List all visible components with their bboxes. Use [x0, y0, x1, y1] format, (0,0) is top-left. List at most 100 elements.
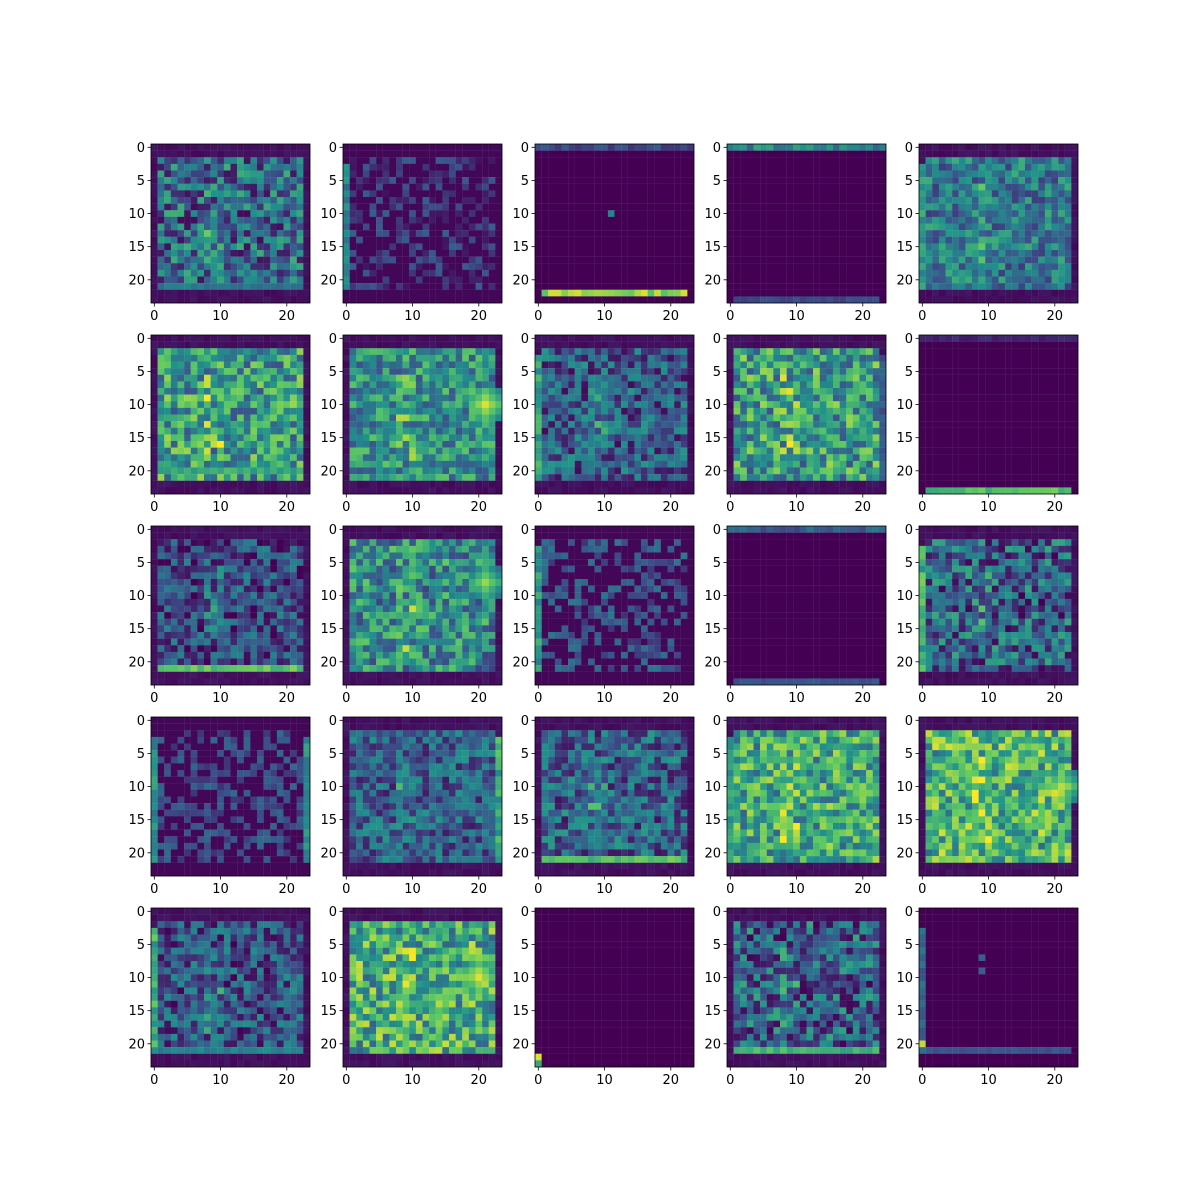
heatmap-cell [607, 157, 615, 165]
heatmap-cell [621, 454, 628, 462]
heatmap-cell [356, 203, 364, 211]
heatmap-cell [674, 454, 681, 462]
heatmap-cell [223, 454, 231, 462]
heatmap-cell [349, 487, 357, 495]
heatmap-cell [429, 361, 436, 369]
heatmap-cell [687, 230, 695, 237]
heatmap-cell [574, 394, 582, 402]
heatmap-cell [151, 388, 158, 395]
heatmap-cell [773, 236, 781, 244]
heatmap-cell [369, 210, 377, 218]
heatmap-cell [568, 467, 575, 475]
heatmap-cell [276, 361, 284, 369]
heatmap-cell [554, 144, 562, 151]
heatmap-cell [581, 216, 589, 224]
heatmap-cell [952, 177, 959, 184]
heatmap-cell [217, 263, 225, 271]
heatmap-cell [349, 335, 357, 342]
heatmap-cell [561, 467, 569, 475]
heatmap-cell [415, 190, 423, 198]
heatmap-cell [449, 197, 456, 204]
heatmap-cell [303, 361, 311, 369]
heatmap-cell [1011, 250, 1019, 257]
heatmap-cell [170, 341, 178, 349]
heatmap-cell [190, 454, 198, 462]
heatmap-cell [468, 441, 476, 448]
heatmap-cell [177, 150, 185, 158]
heatmap-cell [415, 381, 423, 389]
heatmap-cell [396, 203, 403, 211]
heatmap-cell [396, 197, 403, 204]
heatmap-cell [733, 388, 741, 395]
heatmap-cell [349, 401, 357, 409]
heatmap-cell [581, 144, 589, 151]
heatmap-cell [594, 460, 602, 468]
heatmap-cell [607, 144, 615, 151]
heatmap-cell [389, 144, 397, 151]
heatmap-cell [780, 223, 787, 231]
heatmap-cell [846, 374, 854, 382]
heatmap-cell [468, 374, 476, 382]
heatmap-cell [422, 183, 430, 191]
heatmap-cell [1051, 223, 1059, 231]
heatmap-cell [230, 421, 238, 428]
heatmap-cell [243, 348, 251, 356]
heatmap-cell [833, 236, 840, 244]
heatmap-cell [833, 368, 840, 375]
heatmap-cell [389, 374, 397, 382]
heatmap-cell [972, 144, 979, 151]
heatmap-cell [654, 269, 662, 277]
heatmap-cell [449, 250, 456, 257]
heatmap-cell [535, 216, 542, 224]
heatmap-cell [263, 487, 271, 495]
heatmap-cell [409, 230, 417, 237]
heatmap-cell [1064, 223, 1072, 231]
heatmap-cell [290, 361, 297, 369]
heatmap-cell [462, 480, 470, 488]
heatmap-cell [237, 460, 244, 468]
heatmap-cell [919, 230, 926, 237]
heatmap-cell [455, 388, 463, 395]
heatmap-cell [972, 256, 979, 264]
heatmap-cell [588, 269, 595, 277]
heatmap-cell [190, 460, 198, 468]
heatmap-cell [488, 289, 496, 297]
heatmap-cell [204, 177, 211, 184]
heatmap-cell [157, 388, 165, 395]
heatmap-cell [170, 368, 178, 375]
heatmap-cell [415, 170, 423, 178]
heatmap-cell [402, 474, 410, 481]
heatmap-cell [223, 434, 231, 442]
heatmap-cell [462, 263, 470, 271]
heatmap-cell [217, 394, 225, 402]
heatmap-cell [1005, 144, 1012, 151]
heatmap-cell [409, 401, 417, 409]
heatmap-cell [568, 487, 575, 495]
heatmap-cell [369, 368, 377, 375]
heatmap-cell [290, 368, 297, 375]
heatmap-cell [654, 434, 662, 442]
heatmap-cell [243, 283, 251, 290]
heatmap-cell [813, 296, 820, 304]
heatmap-cell [429, 256, 436, 264]
heatmap-cell [634, 230, 642, 237]
heatmap-cell [488, 368, 496, 375]
heatmap-cell [667, 487, 675, 495]
heatmap-cell [409, 256, 417, 264]
heatmap-cell [409, 190, 417, 198]
heatmap-cell [349, 283, 357, 290]
heatmap-cell [634, 454, 642, 462]
heatmap-cell [204, 427, 211, 435]
heatmap-cell [660, 177, 668, 184]
heatmap-cell [687, 256, 695, 264]
heatmap-cell [541, 263, 549, 271]
heatmap-cell [290, 341, 297, 349]
heatmap-cell [462, 170, 470, 178]
heatmap-cell [607, 150, 615, 158]
heatmap-cell [548, 460, 556, 468]
heatmap-cell [449, 474, 456, 481]
heatmap-cell [290, 216, 297, 224]
heatmap-cell [495, 276, 503, 284]
heatmap-cell [482, 183, 489, 191]
heatmap-cell [554, 381, 562, 389]
